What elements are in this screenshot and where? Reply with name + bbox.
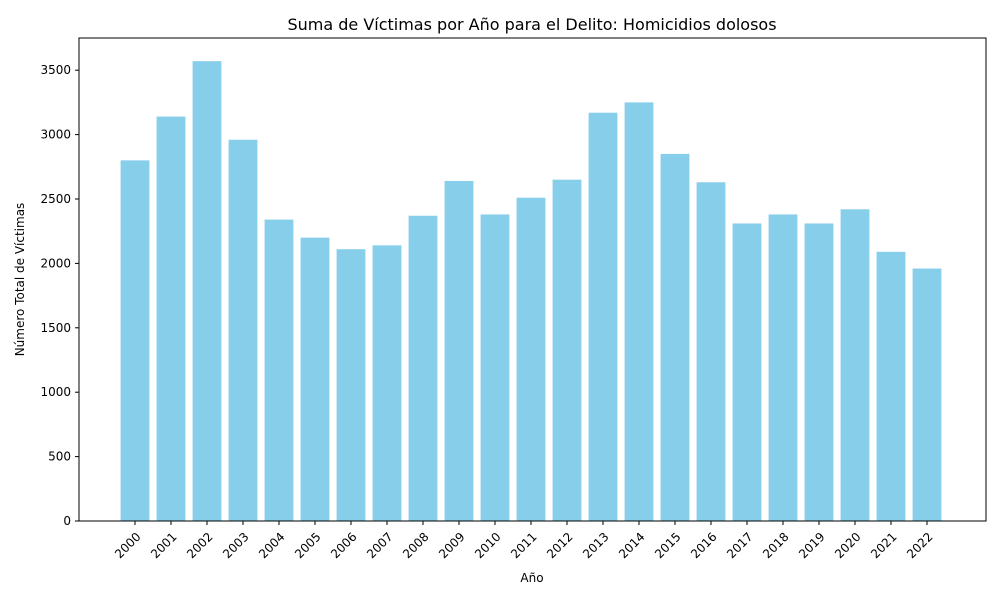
x-tick-label-2014: 2014 xyxy=(616,530,647,561)
bars-group xyxy=(120,61,942,522)
bar-2005 xyxy=(300,237,330,521)
bar-2021 xyxy=(876,251,906,521)
x-tick-label-2019: 2019 xyxy=(796,530,827,561)
bar-2007 xyxy=(372,245,402,521)
bar-2015 xyxy=(660,153,690,522)
x-tick-label-2011: 2011 xyxy=(508,530,539,561)
bar-2011 xyxy=(516,197,546,521)
bar-2000 xyxy=(120,160,150,522)
x-tick-label-2018: 2018 xyxy=(760,530,791,561)
y-tick-label: 1000 xyxy=(40,385,71,399)
bar-2008 xyxy=(408,215,438,522)
x-tick-label-2021: 2021 xyxy=(868,530,899,561)
x-tick-label-2006: 2006 xyxy=(328,530,359,561)
x-tick-label-2020: 2020 xyxy=(832,530,863,561)
y-tick-label: 1500 xyxy=(40,321,71,335)
bar-2013 xyxy=(588,112,618,521)
bar-2016 xyxy=(696,182,726,521)
x-tick-label-2005: 2005 xyxy=(292,530,323,561)
x-tick-label-2015: 2015 xyxy=(652,530,683,561)
x-tick-label-2003: 2003 xyxy=(220,530,251,561)
bar-2009 xyxy=(444,180,474,521)
y-tick-label: 2000 xyxy=(40,256,71,270)
x-tick-label-2010: 2010 xyxy=(472,530,503,561)
x-tick-label-2000: 2000 xyxy=(112,530,143,561)
bar-2018 xyxy=(768,214,798,521)
bar-2022 xyxy=(912,268,942,521)
x-tick-label-2016: 2016 xyxy=(688,530,719,561)
x-tick-label-2022: 2022 xyxy=(904,530,935,561)
bar-2014 xyxy=(624,102,654,522)
x-tick-label-2007: 2007 xyxy=(364,530,395,561)
bar-2019 xyxy=(804,223,834,521)
y-tick-label: 0 xyxy=(63,514,71,528)
x-tick-label-2008: 2008 xyxy=(400,530,431,561)
x-tick-label-2013: 2013 xyxy=(580,530,611,561)
x-tick-label-2009: 2009 xyxy=(436,530,467,561)
y-tick-label: 3000 xyxy=(40,128,71,142)
bar-2020 xyxy=(840,209,870,522)
x-axis-label: Año xyxy=(520,571,543,585)
bar-2003 xyxy=(228,139,258,521)
bar-2017 xyxy=(732,223,762,521)
bar-2012 xyxy=(552,179,582,521)
x-tick-label-2017: 2017 xyxy=(724,530,755,561)
bar-2002 xyxy=(192,61,222,522)
x-tick-label-2012: 2012 xyxy=(544,530,575,561)
bar-2004 xyxy=(264,219,294,522)
x-tick-label-2004: 2004 xyxy=(256,530,287,561)
plot-frame xyxy=(78,37,987,522)
y-tick-label: 500 xyxy=(48,450,71,464)
x-tick-label-2001: 2001 xyxy=(148,530,179,561)
bar-2010 xyxy=(480,214,510,521)
bar-2001 xyxy=(156,116,186,521)
x-axis-ticks: 2000 2001 2002 2003 2004 2005 2006 2007 2008 2009… xyxy=(112,521,936,561)
bar-2006 xyxy=(336,249,366,522)
x-tick-label-2002: 2002 xyxy=(184,530,215,561)
chart-title: Suma de Víctimas por Año para el Delito:… xyxy=(287,15,776,34)
y-axis-ticks: 0 500 1000 1500 2000 2500 3000 3500 xyxy=(40,63,79,528)
y-tick-label: 3500 xyxy=(40,63,71,77)
y-tick-label: 2500 xyxy=(40,192,71,206)
y-axis-label: Número Total de Víctimas xyxy=(13,203,27,357)
